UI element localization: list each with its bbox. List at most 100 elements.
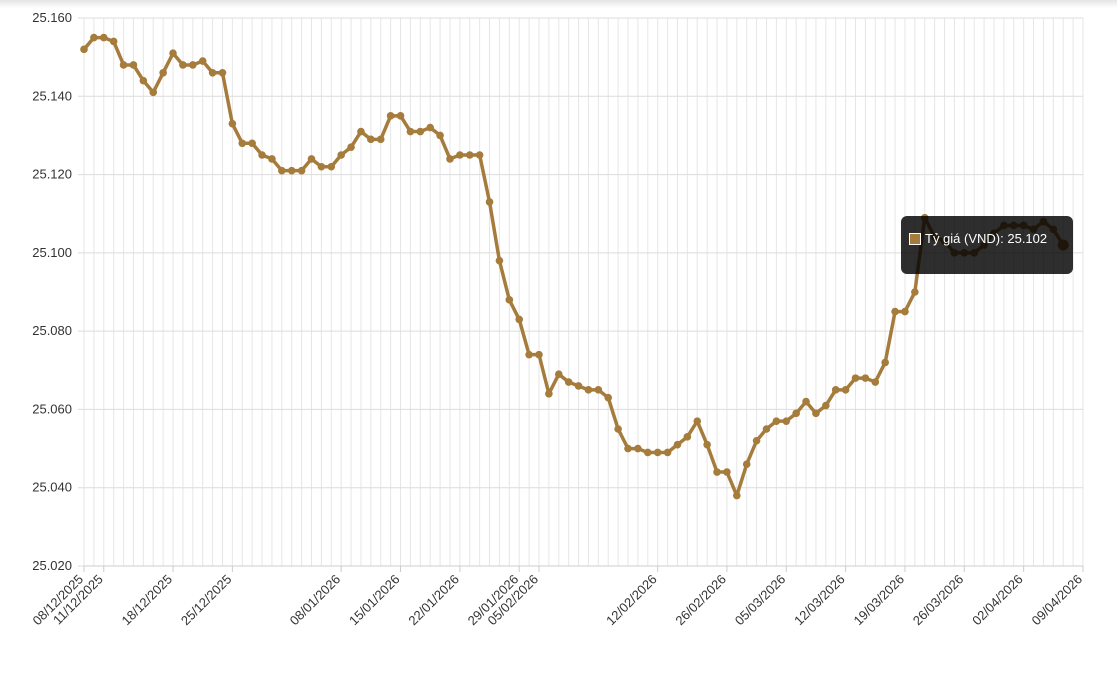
point (545, 389, 553, 398)
point (624, 444, 632, 453)
point (307, 155, 316, 163)
top-shadow (0, 0, 1117, 8)
point (119, 61, 128, 69)
tooltip-swatch (909, 233, 921, 245)
y-tick-label: 25.100 (32, 245, 72, 260)
point (287, 166, 296, 175)
point (367, 135, 375, 144)
point (436, 131, 444, 140)
point (317, 162, 326, 171)
point (426, 123, 434, 132)
point (733, 491, 741, 500)
point (584, 386, 593, 394)
point (505, 296, 514, 304)
point (297, 166, 306, 175)
point (268, 155, 276, 163)
x-tick-label: 02/04/2026 (969, 572, 1026, 629)
point (327, 162, 336, 171)
point (812, 409, 820, 418)
point (574, 382, 583, 390)
point (802, 397, 810, 406)
point (762, 425, 771, 433)
tooltip-value: 25.102 (1007, 231, 1048, 246)
point (465, 151, 474, 159)
point (604, 393, 613, 402)
point (396, 112, 405, 120)
x-tick-label: 26/03/2026 (910, 572, 967, 629)
point (792, 409, 800, 418)
point (901, 307, 909, 316)
point (475, 151, 484, 159)
point (376, 135, 385, 144)
point (406, 127, 415, 136)
point (386, 112, 395, 120)
point (861, 374, 870, 382)
point (248, 139, 256, 148)
y-tick-label: 25.160 (32, 10, 72, 25)
point (723, 468, 731, 476)
point (683, 433, 692, 441)
point (693, 417, 702, 425)
point (198, 57, 207, 65)
y-tick-label: 25.020 (32, 558, 72, 573)
point (80, 45, 88, 54)
point (169, 49, 177, 58)
x-tick-label: 12/02/2026 (603, 572, 660, 629)
point (189, 61, 197, 69)
point (495, 256, 504, 265)
x-tick-label: 19/03/2026 (850, 572, 907, 629)
point (218, 69, 227, 77)
x-tick-label: 26/02/2026 (672, 572, 729, 629)
point (841, 386, 850, 394)
point (891, 307, 899, 316)
point (752, 436, 761, 445)
y-tick-label: 25.140 (32, 88, 72, 103)
point (554, 370, 563, 379)
point (337, 151, 345, 159)
point (208, 69, 217, 77)
tooltip: Tỷ giá (VND)25.102 (901, 216, 1073, 274)
x-tick-label: 25/12/2025 (178, 572, 235, 629)
y-tick-label: 25.040 (32, 480, 72, 495)
y-tick-label: 25.080 (32, 323, 72, 338)
point (90, 33, 98, 42)
x-tick-label: 12/03/2026 (791, 572, 848, 629)
point (772, 417, 781, 425)
point (822, 401, 830, 410)
point (742, 460, 751, 469)
x-tick-label: 08/01/2026 (287, 572, 344, 629)
point (456, 151, 464, 159)
point (525, 350, 533, 359)
point (871, 378, 880, 386)
point (831, 386, 840, 394)
point (446, 155, 454, 163)
point (782, 417, 791, 425)
point (535, 350, 543, 359)
line (82, 35, 1065, 498)
point (851, 374, 860, 382)
point (99, 33, 108, 42)
point (634, 444, 642, 453)
x-tick-label: 22/01/2026 (405, 572, 462, 629)
tooltip-series: Tỷ giá (VND) (925, 231, 1007, 246)
x-tick-label: 15/01/2026 (346, 572, 403, 629)
point (416, 127, 425, 136)
point (258, 151, 266, 159)
point (485, 198, 494, 206)
point (238, 139, 247, 148)
point (515, 315, 524, 324)
point (564, 378, 573, 386)
point (228, 119, 237, 128)
point (911, 288, 919, 296)
point (357, 127, 365, 136)
point (703, 440, 711, 449)
point (149, 88, 158, 97)
point (673, 440, 682, 449)
x-tick-label: 05/03/2026 (732, 572, 789, 629)
point (278, 166, 286, 175)
point (129, 61, 138, 69)
point (881, 358, 889, 367)
point (109, 37, 118, 46)
point (653, 448, 662, 457)
